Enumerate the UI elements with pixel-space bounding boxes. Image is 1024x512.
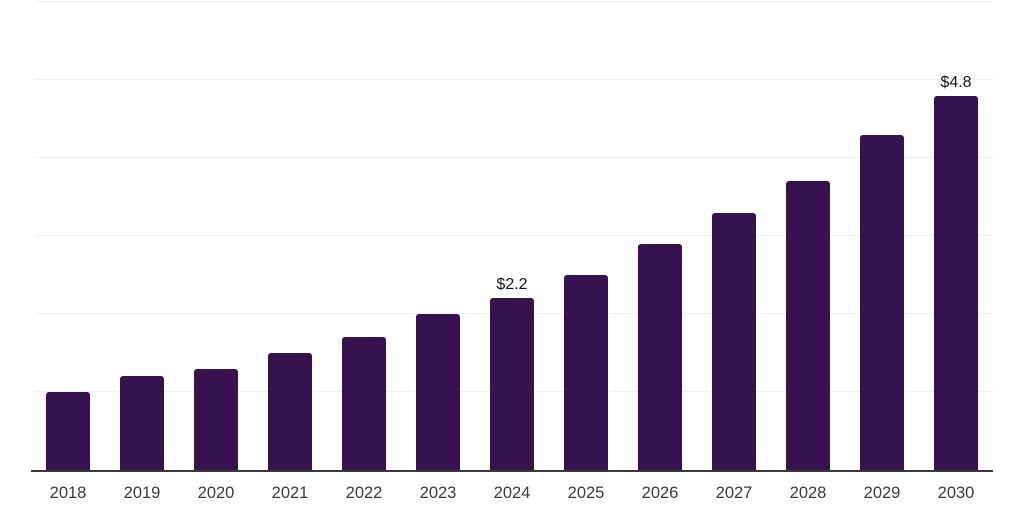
x-tick-label-2026: 2026 bbox=[641, 484, 679, 502]
bar-value-label-2030: $4.8 bbox=[940, 73, 972, 91]
x-tick-label-2029: 2029 bbox=[863, 484, 901, 502]
bar-2024 bbox=[490, 298, 534, 470]
bars-container: $2.2 $4.8 bbox=[31, 2, 993, 470]
bar-2018 bbox=[46, 392, 90, 470]
x-tick-label-2019: 2019 bbox=[123, 484, 161, 502]
bar-column bbox=[105, 2, 179, 470]
bar-2027 bbox=[712, 212, 756, 470]
bar-2020 bbox=[194, 368, 238, 470]
bar-column: $4.8 bbox=[919, 2, 993, 470]
bar-value-label-2024: $2.2 bbox=[496, 276, 528, 294]
x-tick-label-2020: 2020 bbox=[197, 484, 235, 502]
x-axis-labels: 2018 2019 2020 2021 2022 2023 2024 2025 2026 2027… bbox=[31, 472, 993, 503]
x-tick-label-2018: 2018 bbox=[49, 484, 87, 502]
bar-column bbox=[253, 2, 327, 470]
bar-2022 bbox=[342, 337, 386, 470]
gridline bbox=[35, 235, 993, 236]
x-tick-label-2030: 2030 bbox=[937, 484, 975, 502]
bar-2021 bbox=[268, 353, 312, 470]
bar-2028 bbox=[786, 181, 830, 470]
bar-2030 bbox=[934, 95, 978, 470]
gridline bbox=[35, 1, 993, 2]
bar-column bbox=[697, 2, 771, 470]
bar-column bbox=[771, 2, 845, 470]
bar-column bbox=[549, 2, 623, 470]
bar-column bbox=[31, 2, 105, 470]
x-tick-label-2027: 2027 bbox=[715, 484, 753, 502]
bar-2019 bbox=[120, 376, 164, 470]
x-tick-label-2022: 2022 bbox=[345, 484, 383, 502]
bar-column: $2.2 bbox=[475, 2, 549, 470]
plot-area: $2.2 $4.8 bbox=[31, 1, 993, 472]
x-tick-label-2023: 2023 bbox=[419, 484, 457, 502]
bar-column bbox=[623, 2, 697, 470]
x-tick-label-2024: 2024 bbox=[493, 484, 531, 502]
gridline bbox=[35, 157, 993, 159]
bar-2023 bbox=[416, 314, 460, 470]
x-tick-label-2021: 2021 bbox=[271, 484, 309, 502]
bar-2026 bbox=[638, 243, 682, 470]
gridline bbox=[35, 79, 993, 80]
bar-column bbox=[845, 2, 919, 470]
x-tick-label-2025: 2025 bbox=[567, 484, 605, 502]
bar-column bbox=[179, 2, 253, 470]
x-tick-label-2028: 2028 bbox=[789, 484, 827, 502]
bar-column bbox=[327, 2, 401, 470]
bar-2029 bbox=[860, 134, 904, 470]
bar-2025 bbox=[564, 275, 608, 470]
bar-column bbox=[401, 2, 475, 470]
